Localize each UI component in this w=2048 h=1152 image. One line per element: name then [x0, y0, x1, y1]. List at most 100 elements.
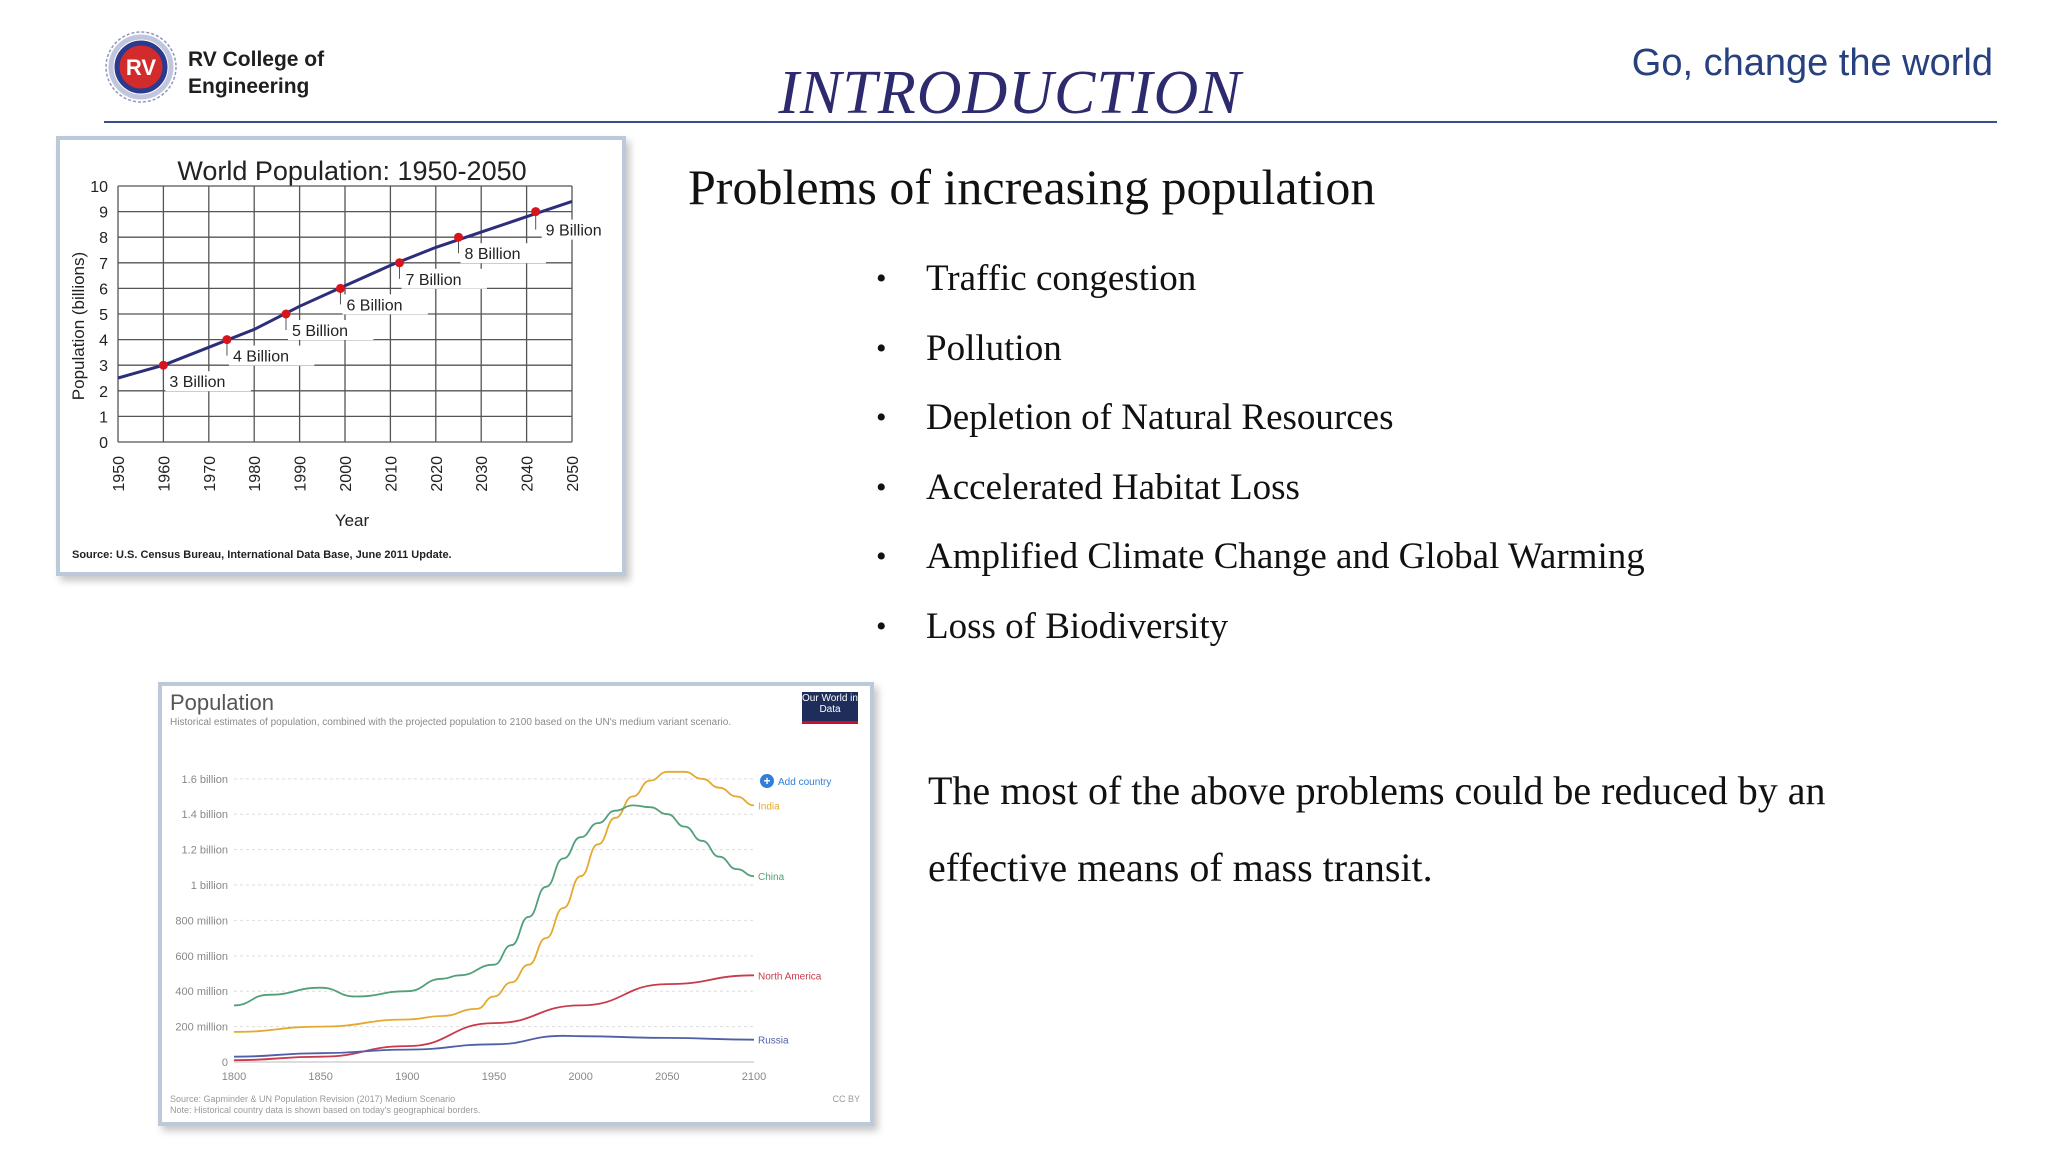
bullet-icon: • [876, 540, 887, 573]
bullet-icon: • [876, 262, 887, 295]
world-population-chart-svg: World Population: 1950-2050 Year Populat… [69, 156, 622, 561]
series-end-label: India [758, 801, 780, 812]
logo-initials: RV [126, 55, 156, 80]
conclusion-text: The most of the above problems could be … [928, 752, 1988, 906]
bullet-icon: • [876, 331, 887, 365]
chart-title: World Population: 1950-2050 [177, 156, 526, 186]
x-tick-label: 2000 [568, 1071, 592, 1083]
college-logo: RV [104, 30, 178, 104]
y-tick-label: 600 million [175, 951, 228, 963]
milestone-label-bg [541, 219, 622, 240]
bullet-icon: • [876, 470, 887, 504]
y-tick-label: 1 [99, 409, 108, 426]
chart-source: Source: Gapminder & UN Population Revisi… [170, 1094, 455, 1104]
x-tick-label: 1900 [395, 1071, 419, 1083]
problem-item-text: Amplified Climate Change and Global Warm… [926, 536, 1645, 577]
x-tick-label: 2100 [742, 1071, 766, 1083]
x-tick-label: 2050 [655, 1071, 679, 1083]
x-tick-label: 2050 [565, 456, 582, 492]
milestone-point [158, 360, 168, 370]
owid-badge-underline [802, 721, 858, 724]
series-line-india [233, 770, 755, 1033]
y-tick-label: 0 [99, 435, 108, 452]
problems-list: • Traffic congestion • Pollution • Depletion … [876, 254, 1645, 671]
milestone-label-bg [401, 268, 487, 289]
x-tick-label: 2010 [383, 456, 400, 492]
problem-item: • Depletion of Natural Resources [876, 393, 1645, 463]
series-end-label: North America [758, 971, 822, 982]
milestone-point [394, 258, 404, 268]
milestone-label-bg [287, 320, 374, 340]
x-tick-label: 1950 [482, 1071, 506, 1083]
chart-source: Source: U.S. Census Bureau, Internationa… [72, 549, 452, 561]
milestone-label: 7 Billion [405, 272, 461, 289]
milestone-label-bg [165, 371, 251, 392]
milestone-label: 4 Billion [233, 349, 289, 366]
series-end-label: Russia [758, 1036, 789, 1047]
y-tick-label: 200 million [175, 1022, 228, 1034]
world-population-chart: World Population: 1950-2050 Year Populat… [56, 136, 626, 576]
y-tick-label: 8 [99, 230, 108, 247]
milestone-point [454, 232, 463, 242]
milestone-label: 8 Billion [465, 246, 521, 263]
add-country-button[interactable]: Add country [778, 777, 831, 788]
series-line-china [233, 804, 755, 1007]
x-tick-label: 1970 [202, 456, 219, 492]
college-name-line1: RV College of [188, 48, 325, 71]
milestone-label-bg [342, 294, 428, 315]
problem-item-text: Loss of Biodiversity [926, 605, 1229, 647]
x-tick-label: 2020 [429, 456, 446, 492]
y-tick-label: 4 [99, 333, 108, 350]
x-tick-label: 1980 [247, 456, 264, 492]
population-by-country-chart: Population Historical estimates of popul… [158, 682, 874, 1126]
owid-badge [802, 692, 858, 724]
y-tick-label: 9 [99, 205, 108, 222]
x-axis-label: Year [335, 511, 370, 530]
problem-item-text: Accelerated Habitat Loss [926, 466, 1300, 508]
chart-note: Note: Historical country data is shown b… [170, 1105, 480, 1115]
y-tick-label: 400 million [175, 986, 228, 998]
milestone-label-bg [228, 345, 315, 366]
x-tick-label: 1850 [308, 1071, 332, 1083]
college-seal-icon: RV [105, 31, 177, 103]
milestone-point [335, 283, 345, 293]
x-tick-label: 1800 [222, 1071, 246, 1083]
x-tick-label: 1960 [156, 456, 173, 492]
bullet-icon: • [876, 609, 887, 643]
milestone-point [222, 335, 232, 345]
problem-item-text: Traffic congestion [926, 258, 1197, 299]
y-tick-label: 3 [99, 358, 108, 375]
problem-item-text: Pollution [926, 327, 1062, 369]
series-end-label: China [758, 872, 785, 883]
milestone-point [531, 207, 541, 217]
x-tick-label: 1950 [111, 456, 128, 492]
header-divider [104, 121, 1997, 123]
bullet-icon: • [876, 401, 887, 434]
milestone-label: 6 Billion [346, 297, 402, 314]
problem-item: • Loss of Biodiversity [876, 602, 1645, 672]
y-tick-label: 6 [99, 281, 108, 298]
y-tick-label: 10 [90, 179, 108, 196]
chart-license: CC BY [832, 1094, 860, 1104]
conclusion-line1: The most of the above problems could be … [928, 768, 1826, 813]
y-tick-label: 2 [99, 384, 108, 401]
milestone-label: 3 Billion [169, 374, 225, 391]
college-name: RV College of Engineering [188, 46, 388, 100]
x-tick-label: 1990 [293, 456, 310, 492]
y-axis-label: Population (billions) [69, 252, 88, 400]
conclusion-line2: effective means of mass transit. [928, 845, 1433, 890]
problem-item: • Accelerated Habitat Loss [876, 463, 1645, 533]
y-tick-label: 5 [99, 307, 108, 324]
add-country-plus-glyph: + [763, 774, 770, 788]
college-name-line2: Engineering [188, 75, 310, 98]
y-tick-label: 1.6 billion [182, 774, 228, 786]
milestone-point [281, 309, 291, 319]
y-tick-label: 1.2 billion [182, 845, 228, 857]
add-country-icon[interactable] [760, 774, 774, 788]
tagline: Go, change the world [1631, 42, 1993, 84]
x-tick-label: 2040 [520, 456, 537, 492]
problem-item: • Pollution [876, 324, 1645, 394]
chart-subtitle: Historical estimates of population, comb… [170, 717, 732, 728]
y-tick-label: 800 million [175, 915, 228, 927]
y-tick-label: 7 [99, 256, 108, 273]
